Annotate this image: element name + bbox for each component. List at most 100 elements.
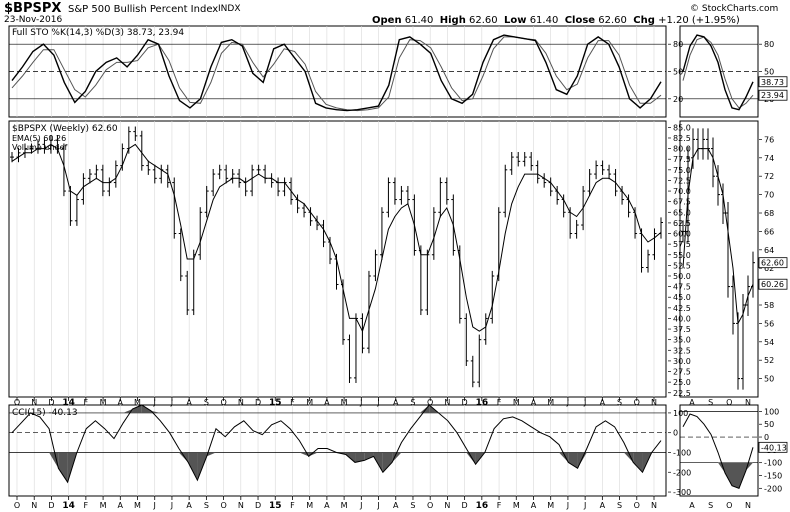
x-tick-label: O [220, 398, 226, 407]
cci-oversold-fill [466, 452, 476, 465]
side-sto-k-line [682, 34, 754, 111]
side-price-y-tick-label: 72 [764, 172, 774, 181]
close-value: 62.60 [598, 15, 627, 26]
side-cci-y-tick-label: 50 [764, 420, 774, 429]
x-tick-label: M [513, 398, 520, 407]
price-y-tick-label: 85.0 [673, 123, 691, 132]
side-sto-y-tick-label: 80 [764, 40, 774, 49]
volume-legend: Volume undef [12, 143, 67, 152]
cci-oversold-fill [178, 452, 189, 463]
x-tick-label: M [306, 398, 313, 407]
cci-oversold-fill [559, 452, 569, 463]
x-tick-label: N [444, 398, 450, 407]
x-tick-label: 14 [62, 501, 75, 511]
cci-oversold-fill [206, 452, 216, 457]
x-tick-label: F [84, 398, 89, 407]
chart-name: S&P 500 Bullish Percent Index [68, 4, 219, 15]
side-cci-y-tick-label: -100 [764, 459, 782, 468]
sto-y-tick-label: 80 [673, 40, 683, 49]
cci-overbought-fill [151, 410, 161, 413]
price-y-tick-label: 47.5 [673, 283, 691, 292]
sto-y-tick-label: 20 [673, 95, 683, 104]
side-cci-oversold-fill [732, 462, 739, 489]
price-y-tick-label: 40.0 [673, 314, 691, 323]
x-tick-label: A [324, 501, 330, 510]
x-tick-label: 14 [62, 398, 75, 408]
x-tick-label: J [376, 501, 379, 510]
price-y-tick-label: 65.0 [673, 208, 691, 217]
watermark: © StockCharts.com [690, 4, 779, 14]
x-tick-label: N [651, 501, 657, 510]
side-price-y-tick-label: 50 [764, 375, 774, 384]
price-y-tick-label: 52.5 [673, 261, 691, 270]
cci-oversold-fill [382, 452, 393, 473]
low-value: 61.40 [529, 15, 559, 26]
cci-oversold-fill [577, 452, 587, 469]
x-tick-label: A [118, 398, 124, 407]
x-tick-label: J [359, 501, 362, 510]
x-tick-label: J [566, 398, 569, 407]
x-tick-label: F [497, 501, 502, 510]
x-tick-label: D [255, 501, 261, 510]
close-label: Close [564, 15, 596, 26]
cci-y-tick-label: -100 [673, 448, 691, 457]
x-tick-label: S [617, 398, 622, 407]
side-price-y-tick-label: 54 [764, 338, 774, 347]
price-y-tick-label: 45.0 [673, 293, 691, 302]
side-cci-y-tick-label: 100 [764, 407, 779, 416]
cci-panel-label: CCI(15) -40.13 [12, 408, 78, 418]
x-tick-label: F [84, 501, 89, 510]
cci-y-tick-label: 0 [673, 429, 678, 438]
x-tick-label: A [324, 398, 330, 407]
x-tick-label: 15 [269, 398, 282, 408]
x-tick-label: O [220, 501, 226, 510]
cci-overbought-fill [419, 405, 430, 413]
price-y-tick-label: 67.5 [673, 198, 691, 207]
price-y-tick-label: 22.5 [673, 389, 691, 398]
open-label: Open [372, 15, 402, 26]
price-y-tick-label: 25.0 [673, 378, 691, 387]
x-tick-label: M [513, 501, 520, 510]
chart-symbol: $BPSPX [4, 1, 62, 16]
x-tick-label: M [134, 501, 141, 510]
x-tick-label: F [290, 501, 295, 510]
x-tick-label: O [14, 501, 20, 510]
cci-last-label: -40.13 [761, 443, 787, 452]
cci-oversold-fill [299, 452, 309, 457]
cci-y-tick-label: -200 [673, 468, 691, 477]
side-x-tick-label: A [689, 501, 695, 510]
price-y-tick-label: 30.0 [673, 357, 691, 366]
side-x-tick-label: S [708, 501, 713, 510]
x-tick-label: J [566, 501, 569, 510]
cci-y-tick-label: -300 [673, 488, 691, 497]
side-x-tick-label: S [708, 398, 713, 407]
x-tick-label: S [410, 398, 415, 407]
x-tick-label: D [255, 398, 261, 407]
x-tick-label: N [651, 398, 657, 407]
x-tick-label: S [410, 501, 415, 510]
x-tick-label: O [427, 501, 433, 510]
sto-panel-label: Full STO %K(14,3) %D(3) 38.73, 23.94 [12, 28, 184, 38]
side-price-y-tick-label: 74 [764, 154, 774, 163]
price-y-tick-label: 75.0 [673, 166, 691, 175]
cci-oversold-fill [308, 452, 318, 457]
side-x-tick-label: O [726, 398, 732, 407]
x-tick-label: A [531, 398, 537, 407]
x-tick-label: A [118, 501, 124, 510]
x-tick-label: M [547, 398, 554, 407]
x-tick-label: A [186, 398, 192, 407]
price-y-tick-label: 32.5 [673, 346, 691, 355]
price-y-tick-label: 80.0 [673, 145, 691, 154]
cci-oversold-fill [58, 452, 68, 483]
cci-side-frame [679, 404, 759, 497]
cci-oversold-fill [364, 452, 374, 461]
low-label: Low [504, 15, 527, 26]
side-cci-line [682, 413, 754, 489]
x-tick-label: 16 [476, 398, 489, 408]
x-tick-label: J [583, 398, 586, 407]
x-tick-label: O [634, 398, 640, 407]
side-cci-oversold-fill [739, 462, 746, 489]
side-price-y-tick-label: 66 [764, 227, 774, 236]
quote-bar: Open 61.40 High 62.60 Low 61.40 Close 62… [372, 15, 740, 26]
cci-overbought-fill [132, 405, 142, 413]
